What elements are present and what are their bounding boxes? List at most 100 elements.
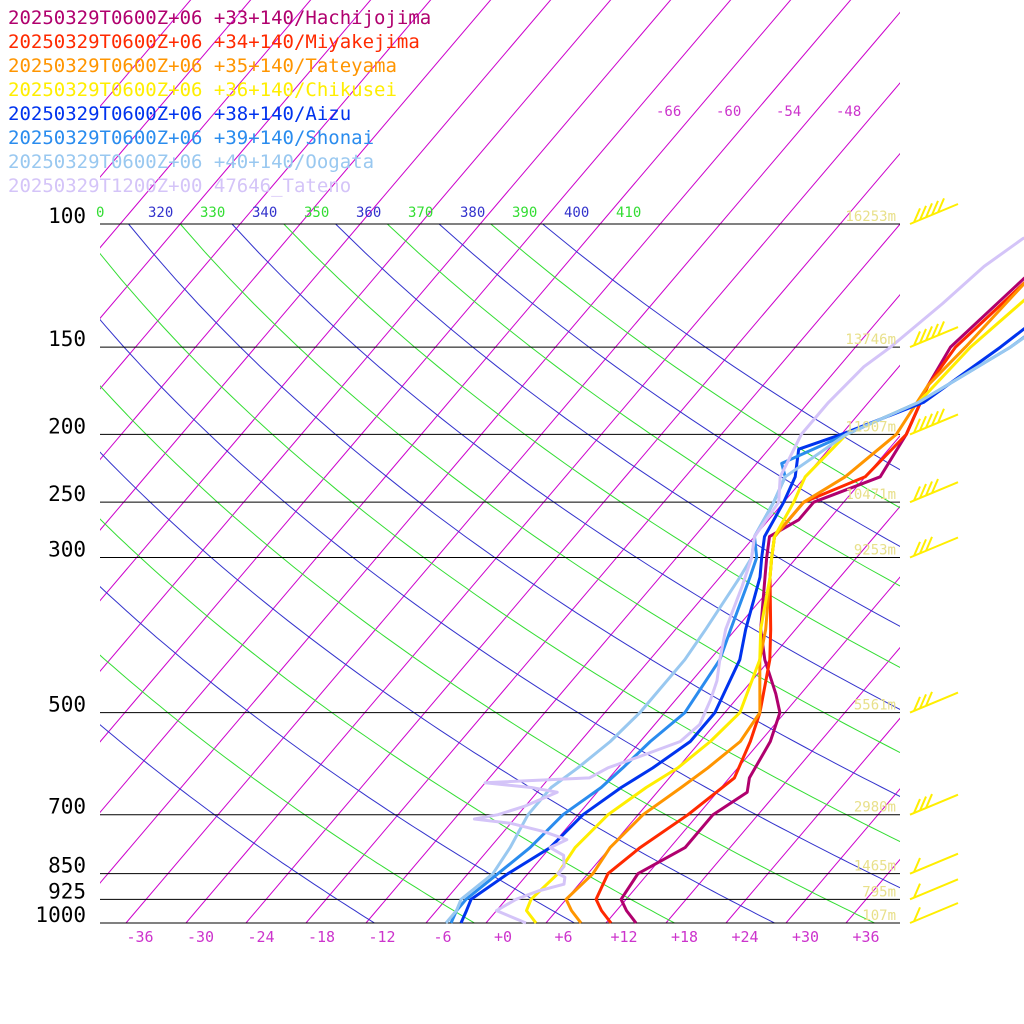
pressure-label: 700: [48, 795, 86, 819]
x-tick-label: -12: [368, 928, 395, 946]
dry-adiabat-line: [231, 223, 900, 711]
isotherm-line: [485, 435, 900, 923]
theta-label: 330: [200, 205, 225, 221]
sounding-series: [444, 236, 1024, 925]
wind-barbs: [909, 197, 959, 924]
theta-label: 390: [512, 205, 537, 221]
height-label: 10471m: [845, 487, 896, 503]
wind-barb: [909, 691, 959, 714]
x-tick-label: +6: [554, 928, 572, 946]
isotherm-line: [725, 717, 900, 923]
dry-adiabat-line: [100, 318, 900, 889]
theta-label: 0: [96, 205, 104, 221]
x-tick-label: +36: [852, 928, 879, 946]
legend-entry: 20250329T1200Z+00 47646_Tateno: [8, 175, 351, 197]
pressure-label: 1000: [35, 903, 86, 927]
height-label: 2980m: [854, 800, 896, 816]
legend-entry: 20250329T0600Z+06 +33+140/Hachijojima: [8, 7, 431, 29]
legend-entry: 20250329T0600Z+06 +34+140/Miyakejima: [8, 31, 420, 53]
series-line: [472, 236, 1024, 925]
height-label: 1465m: [854, 859, 896, 875]
x-tick-label: -30: [187, 928, 214, 946]
wind-barb: [909, 536, 959, 559]
pressure-label: 100: [48, 204, 86, 228]
isotherm-line: [305, 223, 900, 923]
isotherm-line: [365, 293, 900, 923]
series-line: [449, 335, 1024, 924]
isotherm-line: [100, 0, 372, 320]
x-tick-label: -6: [433, 928, 451, 946]
wind-barb: [909, 902, 959, 924]
x-tick-label: -36: [126, 928, 153, 946]
theta-label: 360: [356, 205, 381, 221]
series-line: [564, 281, 1024, 924]
pressure-label: 300: [48, 538, 86, 562]
x-tick-label: -24: [247, 928, 274, 946]
theta-label: 410: [616, 205, 641, 221]
theta-label: 350: [304, 205, 329, 221]
theta-label: 400: [564, 205, 589, 221]
dry-adiabat-line: [179, 223, 900, 754]
legend: 20250329T0600Z+06 +33+140/Hachijojima202…: [8, 7, 431, 197]
height-label: 107m: [862, 908, 896, 924]
series-line: [619, 276, 1024, 924]
dry-adiabat-line: [128, 223, 900, 798]
pressure-label: 200: [48, 414, 86, 438]
isotherm-line: [100, 0, 252, 178]
theta-label: 370: [408, 205, 433, 221]
theta-label: 340: [252, 205, 277, 221]
wind-barb: [909, 793, 959, 816]
pressure-label: 850: [48, 854, 86, 878]
top-temp-label: -60: [716, 104, 741, 120]
x-tick-label: +18: [671, 928, 698, 946]
x-tick-label: +12: [610, 928, 637, 946]
series-line: [444, 335, 1024, 924]
top-temp-label: -54: [776, 104, 801, 120]
x-tick-label: +0: [494, 928, 512, 946]
theta-label: 320: [148, 205, 173, 221]
pressure-label: 500: [48, 693, 86, 717]
top-temp-label: -48: [836, 104, 861, 120]
wind-barb: [909, 478, 959, 504]
series-line: [459, 327, 1024, 924]
legend-entry: 20250329T0600Z+06 +39+140/Shonai: [8, 127, 374, 149]
isotherm-line: [605, 576, 900, 923]
wind-barb: [909, 852, 959, 875]
isotherm-line: [545, 505, 900, 923]
height-label: 5561m: [854, 698, 896, 714]
axis-labels: 100 16253m 150 13746m 200 11907m 250 10471m 300 9…: [35, 104, 896, 946]
isotherm-line: [906, 0, 1024, 923]
height-label: 16253m: [845, 209, 896, 225]
isotherm-line: [100, 0, 312, 249]
legend-entry: 20250329T0600Z+06 +35+140/Tateyama: [8, 55, 397, 77]
isotherm-line: [665, 646, 900, 923]
wind-barb: [909, 878, 959, 901]
legend-entry: 20250329T0600Z+06 +40+140/Oogata: [8, 151, 374, 173]
height-label: 795m: [862, 884, 896, 900]
dry-adiabat-line: [100, 585, 575, 923]
legend-entry: 20250329T0600Z+06 +36+140/Chikusei: [8, 79, 397, 101]
top-temp-label: -66: [656, 104, 681, 120]
x-tick-label: -18: [308, 928, 335, 946]
wind-barb: [909, 408, 959, 436]
height-label: 13746m: [845, 332, 896, 348]
legend-entry: 20250329T0600Z+06 +38+140/Aizu: [8, 103, 351, 125]
height-label: 11907m: [845, 419, 896, 435]
height-label: 9253m: [854, 543, 896, 559]
series-line: [594, 281, 1024, 924]
theta-label: 380: [460, 205, 485, 221]
dry-adiabat-line: [100, 518, 675, 923]
wind-barb: [909, 321, 959, 349]
x-tick-label: +24: [731, 928, 758, 946]
series-line: [525, 298, 1024, 924]
isotherm-line: [100, 0, 432, 390]
pressure-label: 925: [48, 879, 86, 903]
isotherm-line: [845, 858, 900, 923]
dry-adiabat-line: [100, 451, 775, 923]
wind-barb: [909, 197, 959, 225]
x-tick-label: +30: [792, 928, 819, 946]
isobar-lines: [100, 223, 900, 924]
pressure-label: 150: [48, 327, 86, 351]
isotherm-line: [966, 0, 1024, 923]
